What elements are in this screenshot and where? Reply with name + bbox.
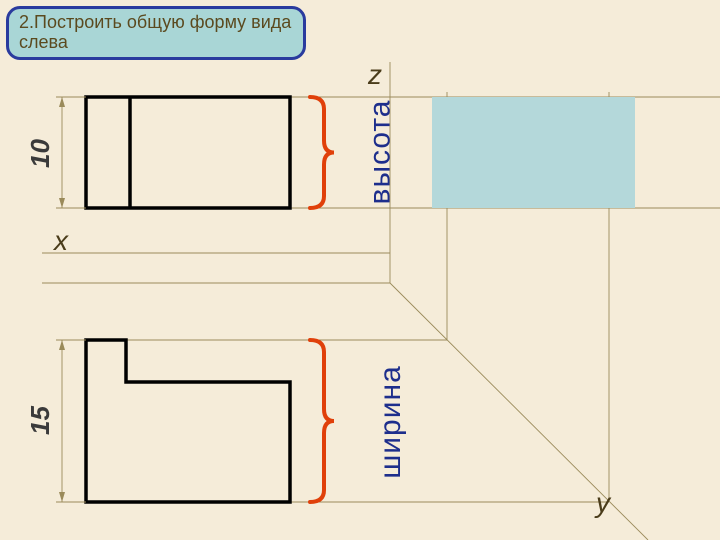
dim-10-label: 10 — [25, 139, 56, 168]
axis-y-label: y — [596, 487, 610, 519]
axis-x-label: x — [54, 225, 68, 257]
title-box: 2.Построить общую форму вида слева — [6, 6, 306, 60]
height-label: высота — [363, 100, 397, 205]
axis-z-label: z — [368, 59, 382, 91]
diagram-canvas — [0, 0, 720, 540]
width-label: ширина — [374, 365, 408, 479]
title-text: 2.Построить общую форму вида слева — [19, 12, 291, 52]
dim-15-label: 15 — [25, 406, 56, 435]
